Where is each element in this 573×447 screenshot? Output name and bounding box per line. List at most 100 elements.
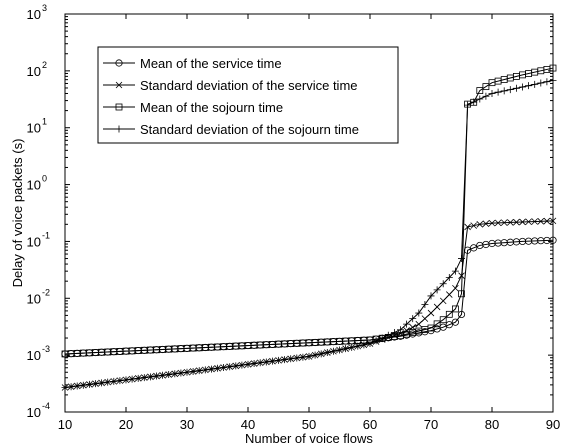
data-point: [500, 219, 508, 226]
data-point: [244, 360, 252, 368]
series-line: [64, 67, 554, 355]
y-tick-label: 10: [27, 405, 41, 420]
data-point: [268, 357, 276, 365]
data-point: [439, 280, 447, 288]
data-point: [427, 292, 435, 300]
data-point: [531, 80, 539, 88]
legend-label: Mean of the sojourn time: [140, 100, 283, 115]
series-plus: [61, 76, 557, 391]
data-point: [201, 366, 209, 374]
data-point: [543, 78, 551, 86]
data-point: [439, 297, 447, 305]
data-point: [378, 334, 386, 342]
legend-marker: [115, 59, 123, 67]
x-axis-label: Number of voice flows: [245, 431, 373, 446]
data-point: [507, 219, 514, 226]
data-point: [476, 221, 484, 228]
data-point: [262, 358, 270, 366]
data-point: [85, 380, 93, 388]
y-tick-label: 10: [27, 348, 41, 363]
data-point: [195, 367, 203, 375]
x-tick-label: 80: [485, 417, 499, 432]
y-tick-base: 10: [27, 291, 41, 306]
y-tick-exponent: -1: [42, 230, 50, 240]
data-point: [104, 378, 112, 386]
data-point: [421, 315, 429, 322]
legend-label: Standard deviation of the service time: [140, 78, 358, 93]
data-point: [482, 220, 490, 227]
legend-marker: [115, 125, 123, 133]
series-layer: [61, 64, 557, 391]
data-point: [342, 345, 350, 353]
data-point: [177, 369, 185, 377]
data-point: [476, 87, 484, 94]
data-point: [360, 341, 368, 349]
data-point: [452, 284, 459, 292]
data-point: [482, 92, 490, 100]
data-point: [403, 320, 411, 328]
data-point: [128, 375, 136, 383]
data-point: [415, 309, 423, 317]
data-point: [525, 82, 533, 90]
y-tick-exponent: 3: [42, 3, 47, 13]
data-point: [275, 356, 282, 364]
data-point: [512, 84, 520, 92]
data-point: [214, 364, 221, 372]
x-tick-label: 10: [58, 417, 72, 432]
data-point: [470, 244, 478, 252]
data-point: [79, 381, 87, 389]
data-point: [317, 350, 325, 358]
x-tick-label: 30: [180, 417, 194, 432]
data-point: [494, 88, 502, 96]
data-point: [153, 372, 160, 380]
data-point: [543, 217, 551, 225]
data-point: [445, 310, 453, 318]
data-point: [116, 377, 124, 385]
data-point: [458, 272, 465, 279]
y-tick-exponent: -4: [42, 401, 50, 411]
data-point: [165, 371, 173, 379]
data-point: [482, 83, 490, 91]
data-point: [183, 368, 191, 376]
data-point: [451, 267, 459, 275]
legend-label: Standard deviation of the sojourn time: [140, 122, 359, 137]
data-point: [445, 273, 453, 281]
data-point: [415, 320, 423, 328]
data-point: [323, 349, 331, 357]
y-tick-base: 10: [27, 7, 41, 22]
data-point: [159, 371, 167, 379]
data-point: [446, 291, 453, 298]
data-point: [390, 328, 398, 336]
y-tick-label: 10: [27, 121, 41, 136]
data-point: [525, 218, 532, 226]
x-tick-label: 60: [363, 417, 377, 432]
data-point: [305, 352, 313, 360]
data-point: [403, 327, 410, 334]
data-point: [311, 351, 319, 359]
y-tick-base: 10: [27, 64, 41, 79]
data-point: [110, 377, 118, 385]
data-point: [458, 290, 465, 298]
x-tick-label: 20: [119, 417, 133, 432]
data-point: [409, 315, 417, 323]
data-point: [372, 337, 380, 345]
data-point: [464, 223, 471, 231]
y-tick-base: 10: [27, 348, 41, 363]
data-point: [537, 218, 545, 225]
legend-label: Mean of the service time: [140, 56, 282, 71]
legend-marker: [115, 81, 123, 89]
data-point: [98, 379, 106, 387]
data-point: [250, 360, 258, 368]
data-point: [293, 354, 301, 362]
y-tick-base: 10: [27, 178, 41, 193]
data-point: [470, 222, 477, 229]
data-point: [171, 370, 179, 378]
x-tick-label: 50: [302, 417, 316, 432]
data-point: [348, 343, 356, 351]
data-point: [256, 359, 264, 367]
data-point: [287, 355, 295, 363]
data-point: [519, 83, 526, 91]
data-point: [488, 89, 496, 97]
data-point: [433, 303, 441, 311]
